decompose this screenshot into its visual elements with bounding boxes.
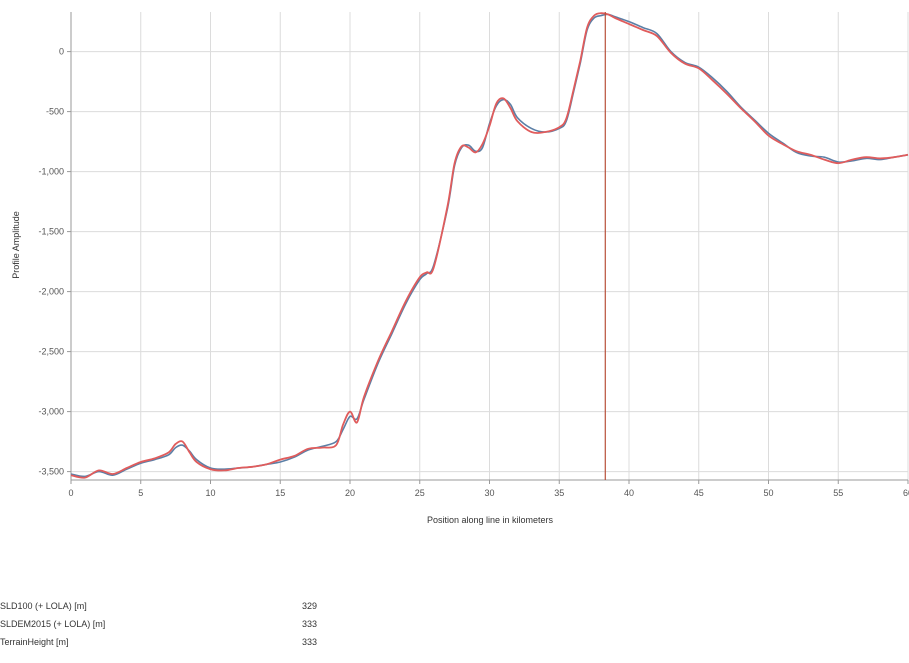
x-tick-label: 40 xyxy=(624,488,634,498)
x-tick-label: 0 xyxy=(68,488,73,498)
x-tick-label: 55 xyxy=(833,488,843,498)
readout-value: 333 xyxy=(302,619,318,629)
x-tick-label: 25 xyxy=(415,488,425,498)
readout-row-sldem2015: SLDEM2015 (+ LOLA) [m] 333 xyxy=(0,615,420,633)
y-tick-label: -2,500 xyxy=(38,347,64,357)
x-tick-label: 50 xyxy=(763,488,773,498)
readout-name: SLD100 (+ LOLA) [m] xyxy=(0,601,87,611)
series-line-1 xyxy=(70,13,909,478)
y-tick-label: -1,000 xyxy=(38,167,64,177)
y-tick-label: -3,500 xyxy=(38,467,64,477)
y-tick-label: -1,500 xyxy=(38,227,64,237)
y-tick-labels: 0 -500 -1,000 -1,500 -2,000 -2,500 -3,000 -3,50… xyxy=(38,47,64,477)
axes xyxy=(67,12,909,484)
readout-name: SLDEM2015 (+ LOLA) [m] xyxy=(0,619,106,629)
readout-row-terrain-height: TerrainHeight [m] 333 xyxy=(0,633,420,651)
readout-row-sld100: SLD100 (+ LOLA) [m] 329 xyxy=(0,597,420,615)
profile-chart[interactable]: 0 5 10 15 20 25 30 35 40 45 50 55 60 0 -500 -1,000 -1,5… xyxy=(0,0,909,540)
value-readout: SLD100 (+ LOLA) [m] 329 SLDEM2015 (+ LOL… xyxy=(0,597,420,651)
y-tick-label: -3,000 xyxy=(38,407,64,417)
x-tick-label: 5 xyxy=(138,488,143,498)
y-tick-label: -2,000 xyxy=(38,287,64,297)
x-axis-title: Position along line in kilometers xyxy=(427,515,554,525)
series-line-2 xyxy=(70,12,909,479)
x-tick-labels: 0 5 10 15 20 25 30 35 40 45 50 55 60 xyxy=(68,488,909,498)
x-tick-label: 30 xyxy=(484,488,494,498)
x-tick-label: 45 xyxy=(694,488,704,498)
y-tick-label: -500 xyxy=(46,107,64,117)
readout-value: 333 xyxy=(302,637,318,647)
y-axis-title: Profile Amplitude xyxy=(11,211,21,279)
x-tick-label: 10 xyxy=(205,488,215,498)
readout-name: TerrainHeight [m] xyxy=(0,637,69,647)
x-tick-label: 15 xyxy=(275,488,285,498)
readout-value: 329 xyxy=(302,601,318,611)
x-tick-label: 60 xyxy=(903,488,909,498)
series-lines xyxy=(70,12,909,479)
grid-lines xyxy=(70,12,909,480)
x-tick-label: 35 xyxy=(554,488,564,498)
x-tick-label: 20 xyxy=(345,488,355,498)
y-tick-label: 0 xyxy=(59,47,64,57)
